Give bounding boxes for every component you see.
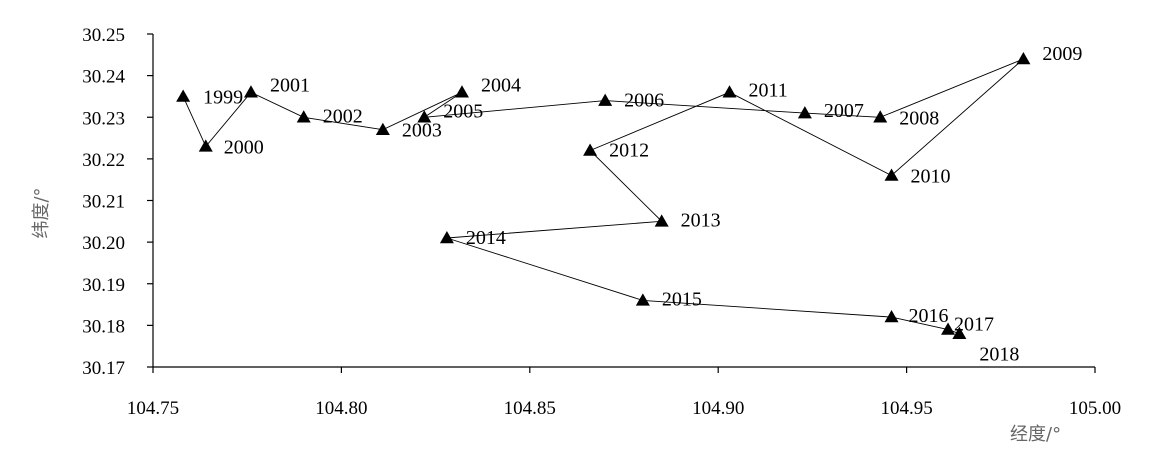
triangle-marker: [635, 293, 650, 306]
triangle-marker: [952, 326, 967, 339]
point-label: 2016: [909, 305, 949, 327]
point-label: 1999: [203, 86, 243, 108]
y-tick-label: 30.22: [82, 150, 125, 171]
y-axis-title: 纬度/°: [31, 187, 52, 238]
tick-marks: [147, 33, 1096, 373]
series-line: [182, 58, 1024, 335]
triangle-marker: [884, 168, 899, 181]
triangle-marker: [454, 85, 469, 98]
y-tick-label: 30.24: [82, 67, 125, 88]
x-tick-label: 104.85: [504, 398, 556, 419]
triangle-marker: [941, 322, 956, 335]
markers: [176, 51, 1031, 339]
point-labels: 1999 2000 2001 2002 2003 2004 2005 2006 2007 2008…: [203, 43, 1082, 366]
triangle-marker: [243, 85, 258, 98]
triangle-marker: [797, 106, 812, 119]
point-label: 2000: [224, 136, 264, 158]
triangle-marker: [654, 214, 669, 227]
triangle-marker: [598, 93, 613, 106]
y-tick-label: 30.21: [82, 192, 125, 213]
triangle-marker: [417, 110, 432, 123]
point-label: 2013: [681, 209, 721, 231]
y-tick-label: 30.25: [82, 25, 125, 46]
tick-labels: 104.75 104.80 104.85 104.90 104.95 105.00 30.2…: [82, 25, 1121, 419]
x-tick-label: 104.80: [315, 398, 367, 419]
point-label: 2006: [624, 90, 664, 112]
point-label: 2005: [443, 100, 483, 122]
triangle-marker: [439, 230, 454, 244]
point-label: 2002: [323, 105, 363, 127]
point-label: 2018: [979, 344, 1019, 366]
point-label: 2007: [824, 100, 864, 122]
triangle-marker: [722, 85, 737, 98]
point-label: 2014: [466, 227, 506, 249]
x-tick-label: 104.95: [880, 398, 932, 419]
x-axis-title: 经度/°: [1010, 424, 1061, 445]
triangle-marker: [873, 110, 888, 123]
x-tick-label: 104.75: [127, 398, 179, 419]
point-label: 2010: [911, 166, 951, 188]
x-tick-label: 104.90: [692, 398, 744, 419]
triangle-marker: [1016, 51, 1031, 65]
point-label: 2008: [899, 107, 939, 129]
triangle-marker: [375, 122, 390, 135]
y-tick-label: 30.18: [82, 316, 125, 337]
triangle-marker: [884, 310, 899, 323]
point-label: 2009: [1042, 43, 1082, 65]
point-label: 2017: [954, 314, 994, 336]
point-label: 2015: [662, 288, 702, 310]
point-label: 2004: [481, 74, 521, 96]
point-label: 2011: [749, 79, 788, 101]
y-tick-label: 30.19: [82, 275, 125, 296]
y-tick-label: 30.20: [82, 233, 125, 254]
point-label: 2003: [402, 120, 442, 142]
triangle-marker: [176, 89, 191, 102]
x-tick-label: 105.00: [1069, 398, 1121, 419]
point-label: 2001: [270, 74, 310, 96]
triangle-marker: [583, 143, 598, 156]
y-tick-label: 30.23: [82, 108, 125, 129]
y-tick-label: 30.17: [82, 358, 125, 379]
point-label: 2012: [609, 140, 649, 162]
triangle-marker: [198, 139, 213, 152]
triangle-marker: [296, 110, 311, 123]
